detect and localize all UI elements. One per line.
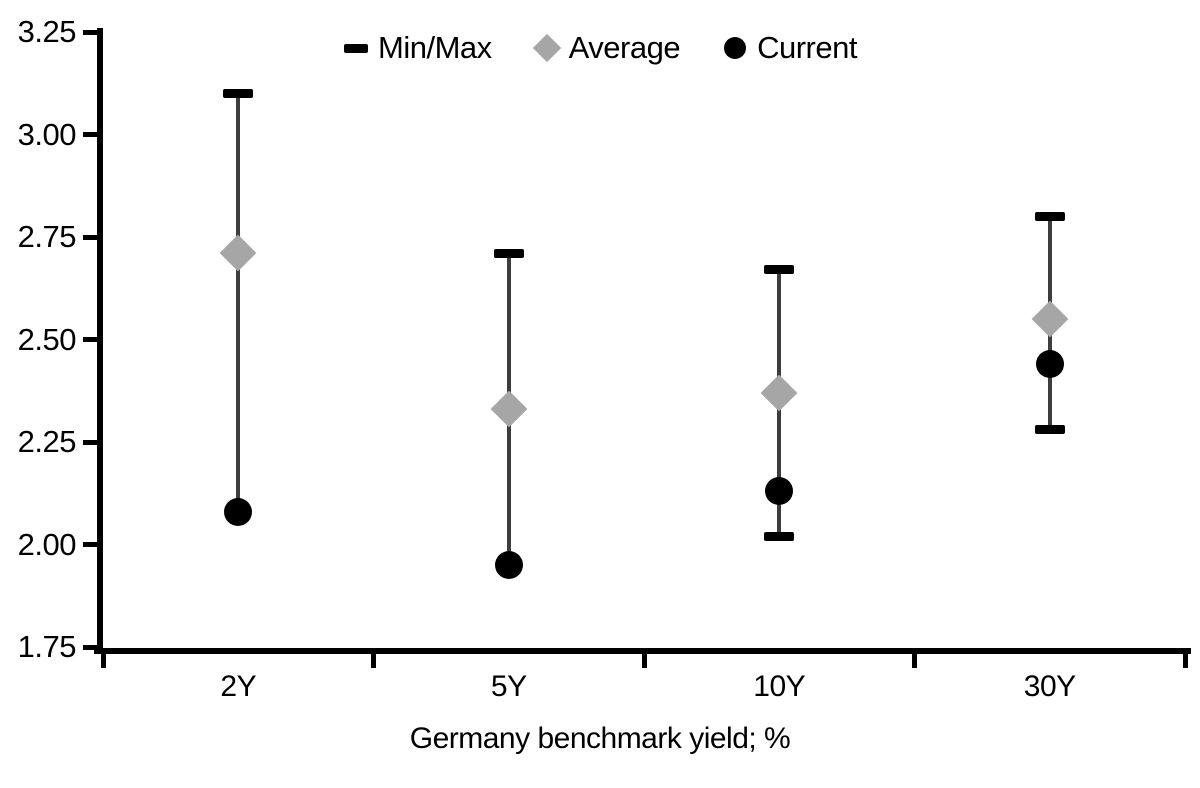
legend-label-minmax: Min/Max (378, 30, 492, 65)
y-tick-label: 2.25 (17, 424, 77, 459)
x-tick-label: 10Y (753, 670, 806, 703)
y-tick-label: 3.25 (17, 14, 77, 49)
y-axis-tick (83, 132, 100, 137)
max-cap (764, 265, 795, 275)
x-axis-tick (1182, 650, 1188, 668)
y-axis-tick (83, 337, 100, 342)
current-marker (1035, 350, 1064, 379)
min-cap (764, 531, 795, 541)
x-tick-label: 30Y (1023, 670, 1076, 703)
legend-item-average: Average (532, 30, 681, 66)
y-axis-line (97, 28, 103, 652)
min-cap (1034, 425, 1065, 435)
y-axis-tick (83, 542, 100, 547)
max-cap (1034, 212, 1065, 221)
legend: Min/Max Average Current (0, 26, 1200, 70)
x-tick-label: 2Y (220, 670, 257, 703)
y-axis-tick (83, 644, 100, 650)
average-marker (490, 390, 528, 428)
range-whisker (236, 93, 241, 512)
legend-item-current: Current (722, 30, 857, 66)
max-cap (493, 248, 524, 258)
minmax-dash-icon (343, 35, 369, 61)
current-circle-icon (722, 35, 748, 61)
current-marker (765, 477, 794, 506)
legend-item-minmax: Min/Max (343, 30, 492, 66)
legend-label-current: Current (757, 30, 857, 65)
y-tick-label: 3.00 (17, 116, 77, 152)
y-tick-label: 2.75 (17, 219, 77, 254)
y-axis-tick (83, 234, 100, 240)
y-tick-label: 1.75 (17, 629, 77, 664)
x-axis-tick (641, 650, 647, 668)
current-marker (494, 551, 523, 579)
average-marker (1031, 300, 1069, 338)
average-marker (219, 235, 257, 272)
y-axis-tick (83, 29, 100, 35)
current-marker (224, 497, 253, 526)
y-tick-label: 2.50 (17, 321, 77, 357)
x-axis-title: Germany benchmark yield; % (409, 722, 791, 755)
max-cap (223, 89, 254, 98)
x-axis-tick (371, 650, 376, 668)
y-tick-label: 2.00 (17, 526, 77, 562)
x-axis-tick (912, 650, 917, 668)
x-tick-label: 5Y (490, 670, 527, 703)
x-axis-tick (100, 650, 106, 668)
average-marker (760, 374, 798, 412)
y-axis-tick (83, 439, 100, 445)
legend-label-average: Average (568, 30, 681, 65)
